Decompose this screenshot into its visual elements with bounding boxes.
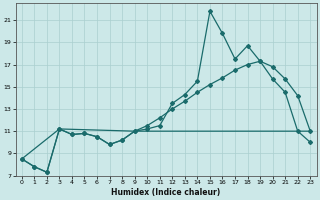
X-axis label: Humidex (Indice chaleur): Humidex (Indice chaleur) [111, 188, 221, 197]
